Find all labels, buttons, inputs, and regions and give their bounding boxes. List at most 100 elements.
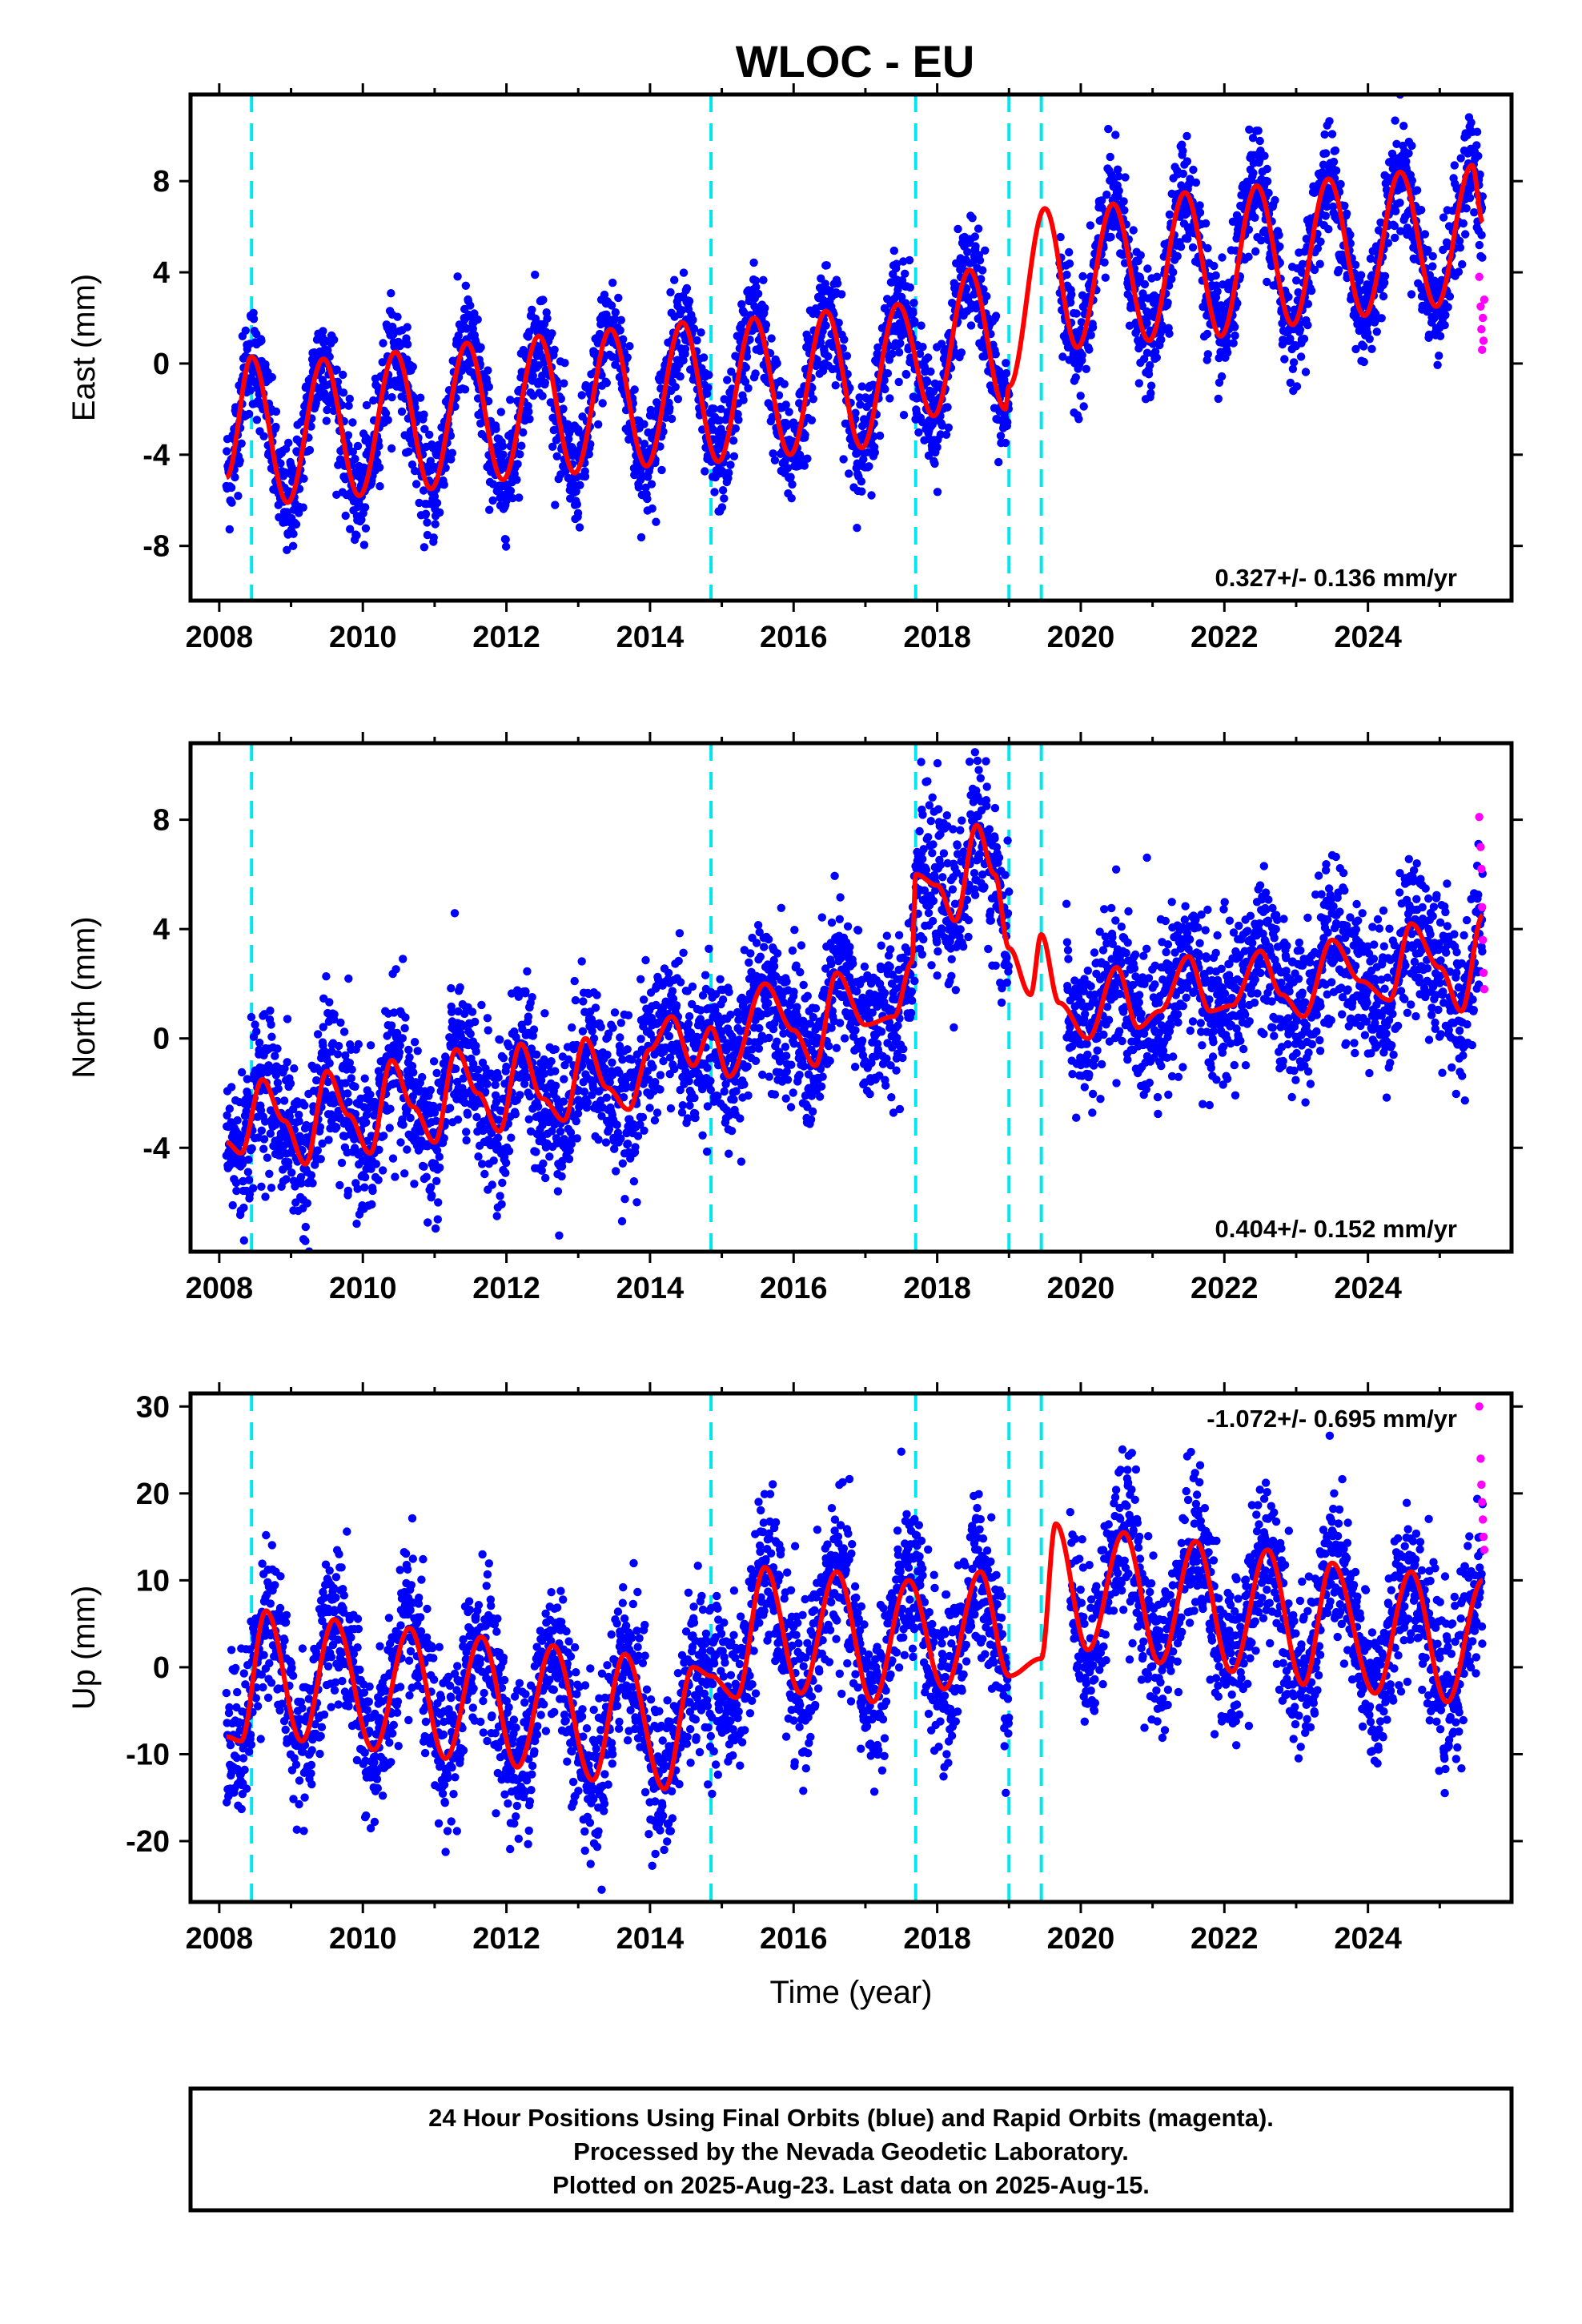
data-point [1391,207,1400,215]
data-point [994,457,1003,467]
data-point [744,384,753,392]
data-point [249,1184,258,1193]
data-point [347,1074,355,1083]
data-point [410,1038,420,1047]
data-point [267,372,276,382]
data-point [786,472,795,481]
data-point [1435,352,1443,360]
data-point [347,1065,356,1074]
data-point [227,498,236,507]
data-point [1157,336,1166,344]
data-point [398,1034,407,1043]
data-point [371,1160,380,1168]
data-point [1365,335,1374,344]
data-point [305,445,315,455]
data-point [403,1145,412,1154]
data-point [781,400,790,409]
data-point [399,955,408,963]
data-point [1245,125,1254,134]
data-point [595,329,604,339]
data-point [1271,195,1279,205]
data-point [251,1020,259,1029]
data-point [307,1171,316,1180]
data-point [1121,173,1130,182]
data-point [228,1200,237,1210]
data-point [1167,275,1176,283]
x-tick-label: 2012 [472,621,540,654]
data-point [498,1178,507,1188]
data-point [1474,151,1483,160]
data-point [1296,352,1306,361]
data-point [1231,323,1239,332]
data-point [1106,232,1115,242]
x-tick-label: 2010 [329,621,397,654]
data-point [954,224,962,234]
data-point [709,404,718,413]
data-point [593,339,602,348]
data-point [1231,331,1239,340]
data-point [369,396,378,405]
rapid-point [1479,336,1488,345]
data-point [924,353,933,362]
data-point [611,308,620,317]
data-point [749,258,758,267]
x-tick-label: 2016 [760,621,828,654]
data-point [244,1155,253,1164]
data-point [524,407,533,416]
data-point [888,349,897,359]
data-point [1086,331,1095,340]
data-point [362,1118,371,1127]
data-point [833,279,842,288]
data-point [1459,219,1468,228]
data-point [539,1159,548,1168]
data-point [539,296,548,304]
data-point [225,525,234,534]
data-point [1085,345,1094,354]
data-point [665,404,674,412]
data-point [332,1123,341,1132]
data-point [323,346,332,355]
data-point [400,1169,409,1178]
data-point [237,439,246,448]
data-point [1440,320,1449,330]
data-point [1134,379,1144,388]
data-point [445,1104,455,1112]
data-point [616,316,625,324]
data-point [531,270,540,279]
data-point [971,242,980,251]
data-point [600,290,609,300]
data-point [1372,328,1382,336]
data-point [287,463,296,472]
data-point [397,407,407,416]
data-point [1176,243,1186,251]
data-point [640,420,648,428]
data-point [1301,368,1311,376]
data-point [480,1169,489,1179]
data-point [1163,298,1172,308]
data-point [519,428,528,437]
data-point [1169,267,1178,277]
data-point [842,352,852,360]
data-point [552,452,561,460]
data-point [905,283,915,292]
data-point [643,494,652,504]
y-axis-label: East (mm) [66,274,102,421]
data-point [659,427,668,436]
data-point [573,509,583,517]
data-point [466,1029,475,1039]
data-point [360,1074,369,1083]
data-point [249,308,258,317]
y-tick-label: 4 [153,256,170,290]
data-point [484,1026,492,1035]
data-point [288,541,298,550]
data-point [343,1186,353,1196]
data-point [517,441,526,450]
data-point [1182,157,1192,166]
data-point [325,998,334,1007]
data-point [584,450,593,459]
data-point [513,460,522,468]
data-point [375,482,384,491]
data-point [448,448,457,457]
data-point [1173,251,1182,261]
data-point [319,327,327,336]
